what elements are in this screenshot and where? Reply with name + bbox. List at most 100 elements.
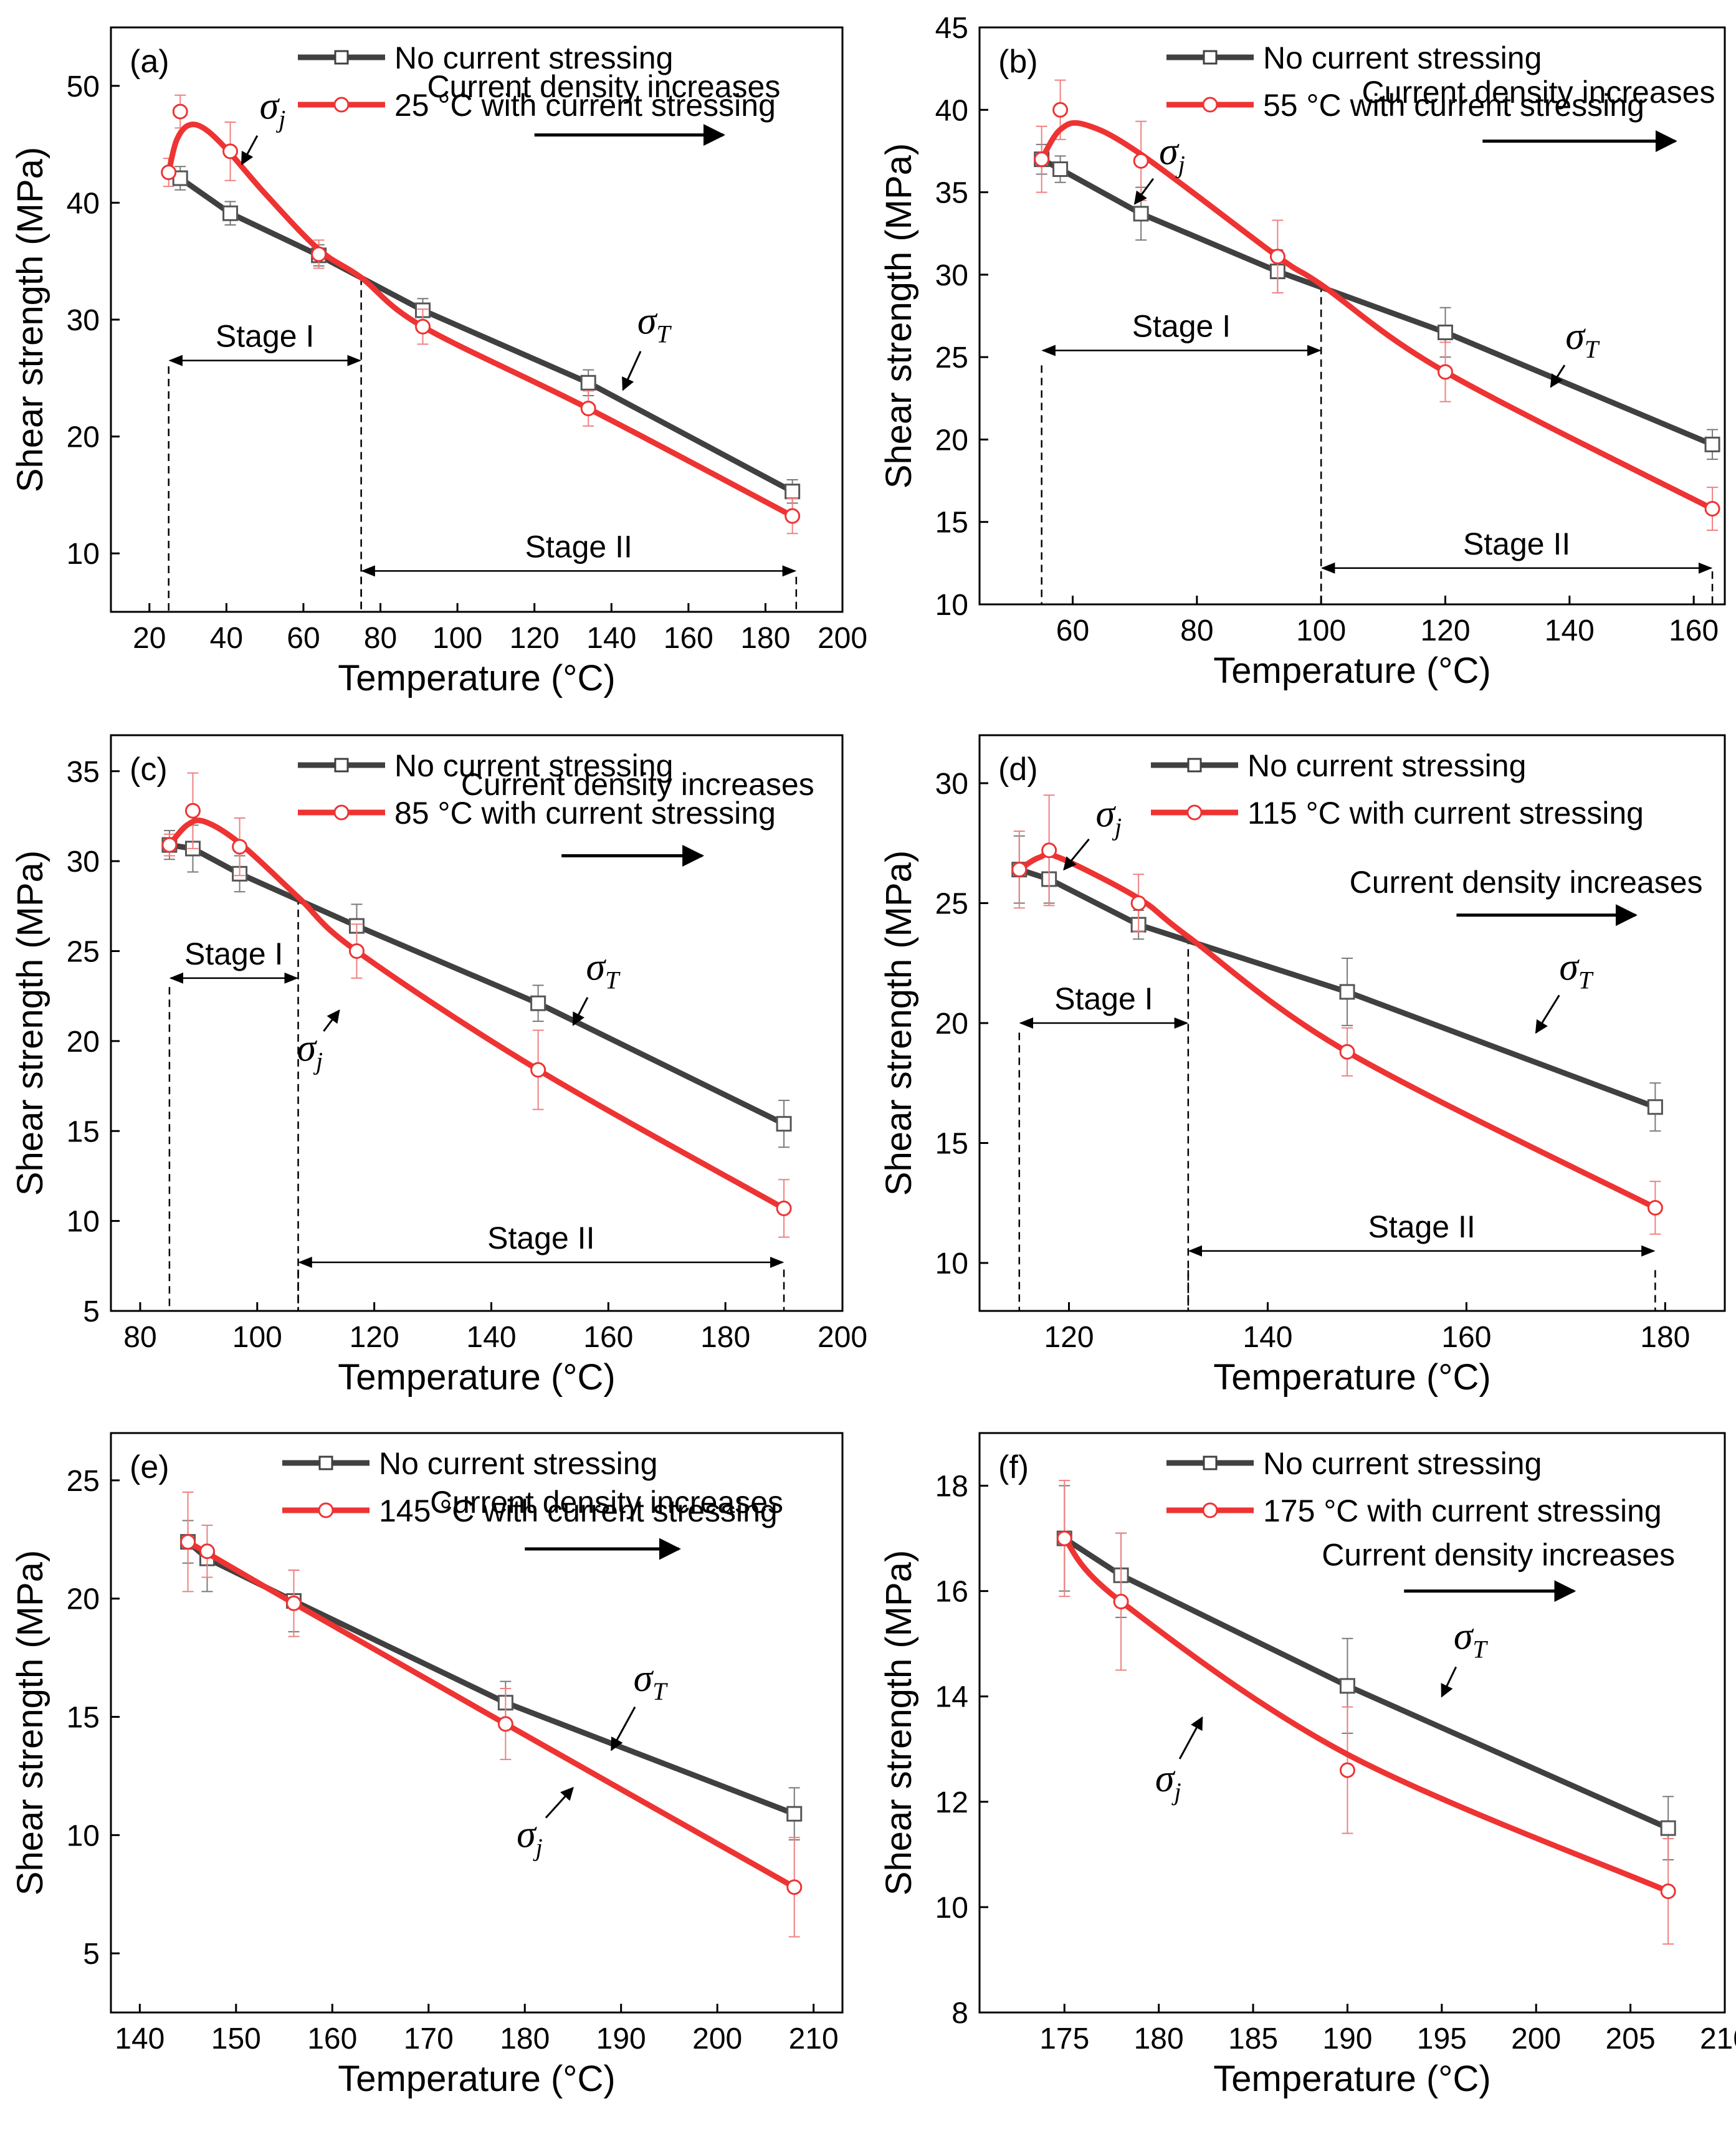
sigma-j-label: σj [1155,1758,1181,1806]
x-tick-label: 160 [664,622,713,655]
y-tick-label: 35 [67,756,100,789]
data-point-circle [1113,1594,1129,1610]
data-point-circle [1130,895,1147,911]
y-tick-label: 10 [67,1206,100,1239]
sigma-subscript: T [656,320,672,348]
data-point-circle [199,1543,215,1560]
y-tick-label: 16 [935,1576,968,1609]
legend-marker-square [1203,1455,1218,1470]
series-with-current [1034,79,1720,531]
series-line [1039,156,1715,447]
data-point-square [786,1806,803,1822]
x-tick-label: 100 [432,622,482,655]
x-axis-label: Temperature (°C) [1213,650,1490,691]
data-point-circle [497,1716,513,1732]
x-tick-label: 185 [1228,2022,1278,2055]
sigma-arrow [1133,178,1155,205]
current-density-label: Current density increases [1322,1537,1675,1572]
sigma-symbol: σ [1565,315,1586,358]
x-tick-label: 100 [232,1321,282,1354]
legend-entry: 25 °C with current stressing [394,88,776,123]
stage-i-label: Stage I [216,319,314,354]
sigma-arrow [545,1786,574,1819]
x-tick-label: 40 [210,622,243,655]
data-point-circle [232,839,248,855]
x-tick-label: 120 [1420,614,1470,647]
data-point-square [1647,1099,1663,1115]
legend-marker-circle [333,804,350,821]
x-tick-label: 80 [123,1321,156,1354]
data-point-square [1438,324,1453,340]
legend-entry: No current stressing [394,40,673,75]
data-point-circle [776,1200,792,1216]
current-density-label: Current density increases [430,1485,783,1520]
x-tick-label: 140 [586,622,636,655]
legend-marker-square [334,758,349,773]
data-point-square [1052,161,1069,178]
y-axis-label: Shear strength (MPa) [10,850,50,1196]
data-point-square [1339,984,1355,1000]
data-point-circle [161,837,178,853]
x-tick-label: 140 [466,1321,516,1354]
panel-label: (e) [130,1449,169,1485]
panel-label: (d) [998,751,1038,788]
sigma-symbol: σ [1095,793,1116,835]
legend-marker-circle [1202,97,1218,113]
plot-frame [110,734,844,1312]
y-tick-label: 40 [935,94,968,127]
x-tick-label: 160 [1441,1321,1491,1354]
current-density-label: Current density increases [427,69,780,104]
stage-ii-label: Stage II [1463,526,1570,561]
data-point-circle [286,1595,302,1611]
data-point-square [1133,206,1149,222]
data-point-circle [580,401,596,417]
y-tick-label: 8 [951,1997,968,2030]
legend-marker-circle [318,1502,334,1518]
y-axis-label: Shear strength (MPa) [10,1550,50,1895]
current-density-label: Current density increases [1350,865,1703,900]
x-tick-label: 160 [307,2022,357,2055]
stage-ii-label: Stage II [487,1221,594,1255]
sigma-symbol: σ [586,946,607,989]
current-density-label: Current density increases [461,767,814,802]
panel-d: 120 140 160 180 10 15 20 25 30 Temperature (°C) Sh… [879,734,1726,1398]
sigma-arrow [1441,1666,1457,1698]
sigma-symbol: σ [1454,1616,1474,1658]
y-tick-label: 14 [935,1681,968,1714]
x-tick-label: 80 [1180,614,1213,647]
x-axis-label: Temperature (°C) [1213,2059,1490,2099]
sigma-arrow [1063,838,1090,871]
y-tick-label: 45 [935,12,968,45]
sigma-symbol: σ [1559,946,1580,989]
x-tick-label: 120 [350,1321,399,1354]
sigma-t-label: σT [586,946,621,994]
sigma-subscript: T [1472,1636,1488,1664]
legend-marker-square [318,1455,333,1470]
y-tick-label: 35 [935,177,968,210]
data-point-circle [414,318,431,335]
data-point-circle [222,143,239,160]
data-point-square [1660,1820,1676,1836]
x-tick-label: 200 [818,622,867,655]
x-tick-label: 210 [789,2022,839,2055]
x-tick-label: 200 [692,2022,742,2055]
data-point-circle [184,803,201,819]
x-tick-label: 175 [1039,2022,1089,2055]
x-tick-label: 160 [1669,614,1719,647]
legend-entry: No current stressing [1263,40,1542,75]
data-point-circle [1133,153,1149,169]
sigma-subscript: j [1175,151,1185,179]
sigma-j-label: σj [517,1813,543,1861]
x-axis-label: Temperature (°C) [338,658,615,698]
stage-i-label: Stage I [1132,309,1231,344]
y-axis-label: Shear strength (MPa) [879,1550,919,1895]
x-tick-label: 160 [583,1321,633,1354]
data-point-square [776,1116,792,1132]
x-tick-label: 180 [700,1321,750,1354]
x-tick-label: 205 [1606,2022,1656,2055]
panel-e: 140 150 160 170 180 190 200 210 5 10 15 20 25 Tempera… [10,1432,844,2099]
data-point-circle [530,1062,546,1078]
legend-marker-circle [1186,804,1203,821]
x-tick-label: 180 [740,622,790,655]
sigma-symbol: σ [297,1027,317,1070]
